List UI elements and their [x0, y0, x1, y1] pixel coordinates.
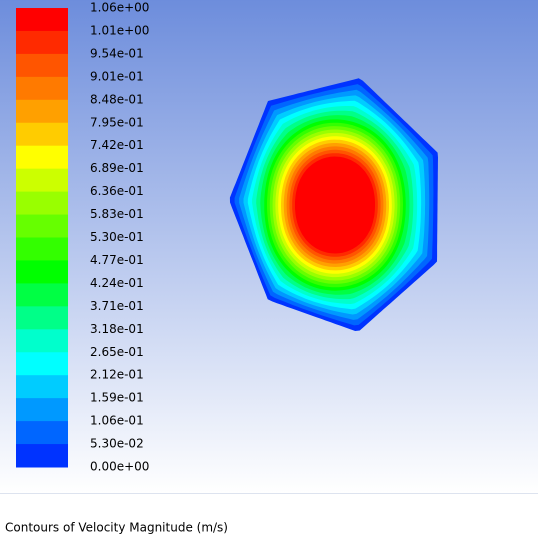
legend-label: 1.01e+00 [90, 23, 149, 37]
legend-label: 4.77e-01 [90, 253, 144, 267]
legend-label: 0.00e+00 [90, 460, 149, 474]
legend-swatch [16, 145, 68, 170]
legend: 1.06e+00 1.01e+00 9.54e-01 9.01e-01 8.48e-01… [16, 1, 149, 474]
legend-label: 9.54e-01 [90, 46, 144, 60]
legend-swatch [16, 53, 68, 78]
legend-label: 1.06e-01 [90, 414, 144, 428]
legend-label: 4.24e-01 [90, 276, 144, 290]
legend-swatch [16, 375, 68, 399]
legend-swatch [16, 122, 68, 147]
legend-swatch [16, 191, 68, 216]
legend-swatch [16, 237, 68, 261]
legend-swatch [16, 283, 68, 307]
legend-swatch [16, 76, 68, 101]
legend-swatch [16, 168, 68, 193]
legend-label: 2.65e-01 [90, 345, 144, 359]
legend-label: 5.30e-01 [90, 230, 144, 244]
legend-swatch [16, 352, 68, 376]
legend-swatch [16, 398, 68, 422]
legend-label: 5.30e-02 [90, 437, 144, 451]
legend-swatch [16, 214, 68, 238]
contour-band [295, 156, 375, 254]
legend-label: 1.59e-01 [90, 391, 144, 405]
legend-label: 6.89e-01 [90, 161, 144, 175]
legend-swatch [16, 444, 68, 468]
legend-label: 9.01e-01 [90, 69, 144, 83]
legend-swatch [16, 30, 68, 55]
legend-swatch [16, 421, 68, 445]
legend-swatch [16, 306, 68, 330]
legend-label: 6.36e-01 [90, 184, 144, 198]
legend-label: 1.06e+00 [90, 1, 149, 15]
legend-swatch [16, 99, 68, 124]
legend-label: 8.48e-01 [90, 92, 144, 106]
legend-swatch [16, 260, 68, 284]
legend-label: 7.95e-01 [90, 115, 144, 129]
legend-label: 3.18e-01 [90, 322, 144, 336]
legend-label: 5.83e-01 [90, 207, 144, 221]
legend-swatch [16, 329, 68, 353]
contour-field [229, 78, 438, 331]
legend-label: 7.42e-01 [90, 138, 144, 152]
caption: Contours of Velocity Magnitude (m/s) [5, 521, 228, 535]
legend-swatch [16, 8, 68, 32]
legend-label: 3.71e-01 [90, 299, 144, 313]
legend-label: 2.12e-01 [90, 368, 144, 382]
